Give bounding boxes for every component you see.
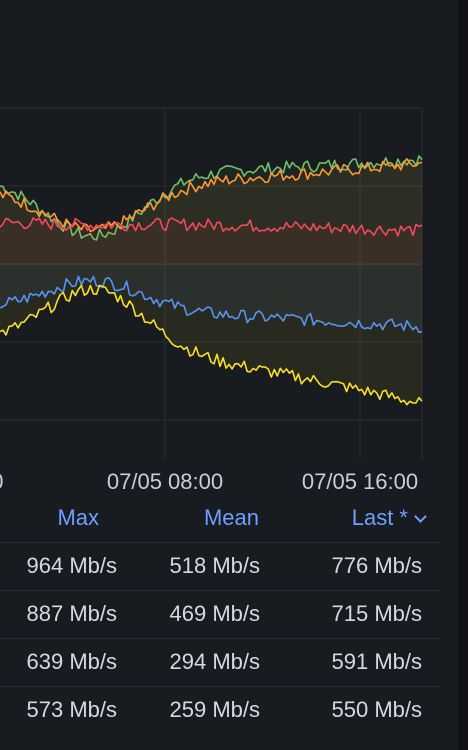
legend-cell-last: 591 Mb/s <box>331 649 423 674</box>
series-line <box>0 217 423 237</box>
legend-cell-mean: 259 Mb/s <box>169 697 261 722</box>
legend-header-row: Max Mean Last * <box>0 500 440 543</box>
column-header-mean[interactable]: Mean <box>203 505 259 530</box>
legend-cell-last: 776 Mb/s <box>331 553 423 578</box>
series-area <box>0 264 422 405</box>
legend-cell-last: 715 Mb/s <box>331 601 423 626</box>
chart-plot-area[interactable]: 00:00 07/05 08:00 07/05 16:00 <box>0 0 458 500</box>
series-area <box>0 218 422 264</box>
legend-row[interactable]: 573 Mb/s 259 Mb/s 550 Mb/s <box>0 687 440 734</box>
legend-cell-max: 639 Mb/s <box>26 649 118 674</box>
legend-cell-last: 550 Mb/s <box>331 697 423 722</box>
column-header-max[interactable]: Max <box>57 505 99 530</box>
series-line <box>0 275 423 334</box>
legend-cell-mean: 294 Mb/s <box>169 649 261 674</box>
series-area <box>0 264 422 333</box>
x-axis-tick-label: 07/05 16:00 <box>302 469 418 494</box>
series-line <box>0 155 423 241</box>
x-axis-tick-label: 07/05 08:00 <box>107 469 223 494</box>
page-scrollbar[interactable] <box>458 0 468 750</box>
series-line <box>0 158 423 233</box>
column-header-last-label[interactable]: Last * <box>351 505 408 530</box>
column-header-last[interactable]: Last * <box>351 500 427 536</box>
legend-row[interactable]: 964 Mb/s 518 Mb/s 776 Mb/s <box>0 543 440 591</box>
chart-series-fills <box>0 156 422 405</box>
legend-cell-max: 887 Mb/s <box>26 601 118 626</box>
chart-series-lines <box>0 155 423 406</box>
series-area <box>0 156 422 264</box>
legend-row[interactable]: 639 Mb/s 294 Mb/s 591 Mb/s <box>0 639 440 687</box>
legend-cell-max: 964 Mb/s <box>26 553 118 578</box>
legend-cell-mean: 518 Mb/s <box>169 553 261 578</box>
x-axis-ticks: 00:00 07/05 08:00 07/05 16:00 <box>0 469 418 494</box>
legend-cell-mean: 469 Mb/s <box>169 601 261 626</box>
x-axis-tick-label: 00:00 <box>0 469 4 494</box>
legend-table: Max Mean Last * 964 Mb/s 518 Mb/s 776 Mb… <box>0 500 440 734</box>
chevron-down-icon[interactable] <box>414 510 427 523</box>
legend-cell-max: 573 Mb/s <box>26 697 118 722</box>
legend-row[interactable]: 887 Mb/s 469 Mb/s 715 Mb/s <box>0 591 440 639</box>
zero-line <box>0 264 422 265</box>
series-line <box>0 284 423 406</box>
